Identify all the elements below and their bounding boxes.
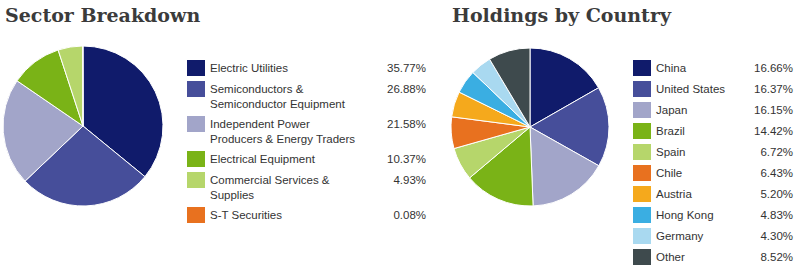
legend-value: 4.83% — [760, 209, 793, 221]
pie — [3, 46, 163, 206]
legend-value: 4.30% — [760, 230, 793, 242]
legend-swatch — [187, 60, 205, 76]
legend: Electric Utilities 35.77% Semiconductors &… — [187, 60, 426, 223]
legend-value: 21.58% — [387, 118, 426, 130]
legend-value: 6.43% — [760, 167, 793, 179]
pie-slice — [82, 46, 83, 126]
legend-value: 35.77% — [387, 62, 426, 74]
legend-value: 16.66% — [754, 62, 793, 74]
pie — [451, 48, 609, 206]
legend-label: Electrical Equipment — [210, 153, 316, 165]
legend-swatch — [633, 207, 651, 223]
legend-swatch — [633, 249, 651, 265]
legend-value: 4.93% — [393, 174, 426, 186]
legend-swatch — [633, 81, 651, 97]
legend-value: 14.42% — [754, 125, 793, 137]
legend-label: Electric Utilities — [210, 62, 288, 74]
legend-label: United States — [656, 83, 725, 95]
canvas: Sector Breakdown Electric Utilities 35.77%… — [0, 0, 797, 270]
legend-label: Spain — [656, 146, 685, 158]
legend-label: Japan — [656, 104, 687, 116]
legend-swatch — [187, 151, 205, 167]
legend-label: Brazil — [656, 125, 685, 137]
legend-value: 6.72% — [760, 146, 793, 158]
legend-label: Independent PowerProducers & Energy Trad… — [210, 118, 355, 145]
legend-swatch — [187, 172, 205, 188]
legend-label: Other — [656, 251, 685, 263]
chart: Sector Breakdown Electric Utilities 35.77%… — [3, 4, 426, 223]
chart-title: Holdings by Country — [452, 4, 672, 26]
legend-value: 26.88% — [387, 83, 426, 95]
legend-swatch — [633, 123, 651, 139]
legend-swatch — [633, 186, 651, 202]
legend-swatch — [187, 116, 205, 132]
pie-slice — [530, 127, 599, 206]
legend-label: Chile — [656, 167, 682, 179]
legend-swatch — [633, 60, 651, 76]
legend-value: 0.08% — [393, 209, 426, 221]
legend-label: China — [656, 62, 687, 74]
legend-swatch — [187, 207, 205, 223]
legend-value: 5.20% — [760, 188, 793, 200]
legend-label: Austria — [656, 188, 692, 200]
legend-label: Germany — [656, 230, 704, 242]
legend-value: 16.15% — [754, 104, 793, 116]
legend-swatch — [633, 144, 651, 160]
legend-label: Semiconductors &Semiconductor Equipment — [210, 83, 346, 110]
pie-slice — [58, 46, 83, 126]
legend-label: Commercial Services &Supplies — [210, 174, 330, 201]
legend-label: Hong Kong — [656, 209, 714, 221]
chart-title: Sector Breakdown — [5, 4, 200, 26]
legend-swatch — [633, 228, 651, 244]
legend: China 16.66% United States 16.37% Japan 16.15… — [633, 60, 793, 265]
chart: Holdings by Country China 16.66% United Sta… — [451, 4, 793, 265]
legend-value: 10.37% — [387, 153, 426, 165]
legend-swatch — [187, 81, 205, 97]
legend-value: 16.37% — [754, 83, 793, 95]
pie-slice — [490, 48, 530, 127]
legend-value: 8.52% — [760, 251, 793, 263]
legend-swatch — [633, 102, 651, 118]
legend-label: S-T Securities — [210, 209, 282, 221]
legend-swatch — [633, 165, 651, 181]
